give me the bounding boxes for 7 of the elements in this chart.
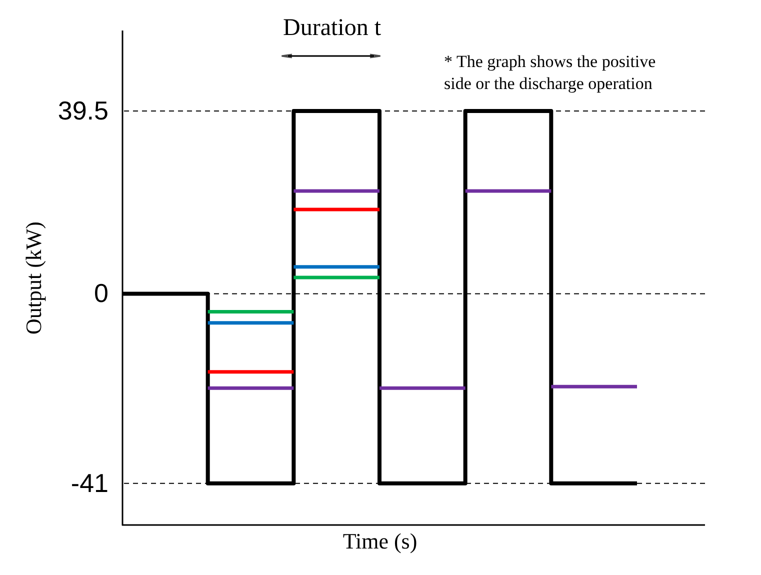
y-tick-label: 0	[94, 278, 108, 308]
annotation: Duration t	[283, 15, 382, 41]
y-tick-label: -41	[70, 468, 108, 498]
y-tick-label: 39.5	[58, 95, 108, 126]
annotation: * The graph shows the positive side or the discharge operation	[444, 52, 656, 93]
y-axis-title: Output (kW)	[20, 221, 46, 335]
x-axis-title: Time (s)	[342, 528, 418, 554]
